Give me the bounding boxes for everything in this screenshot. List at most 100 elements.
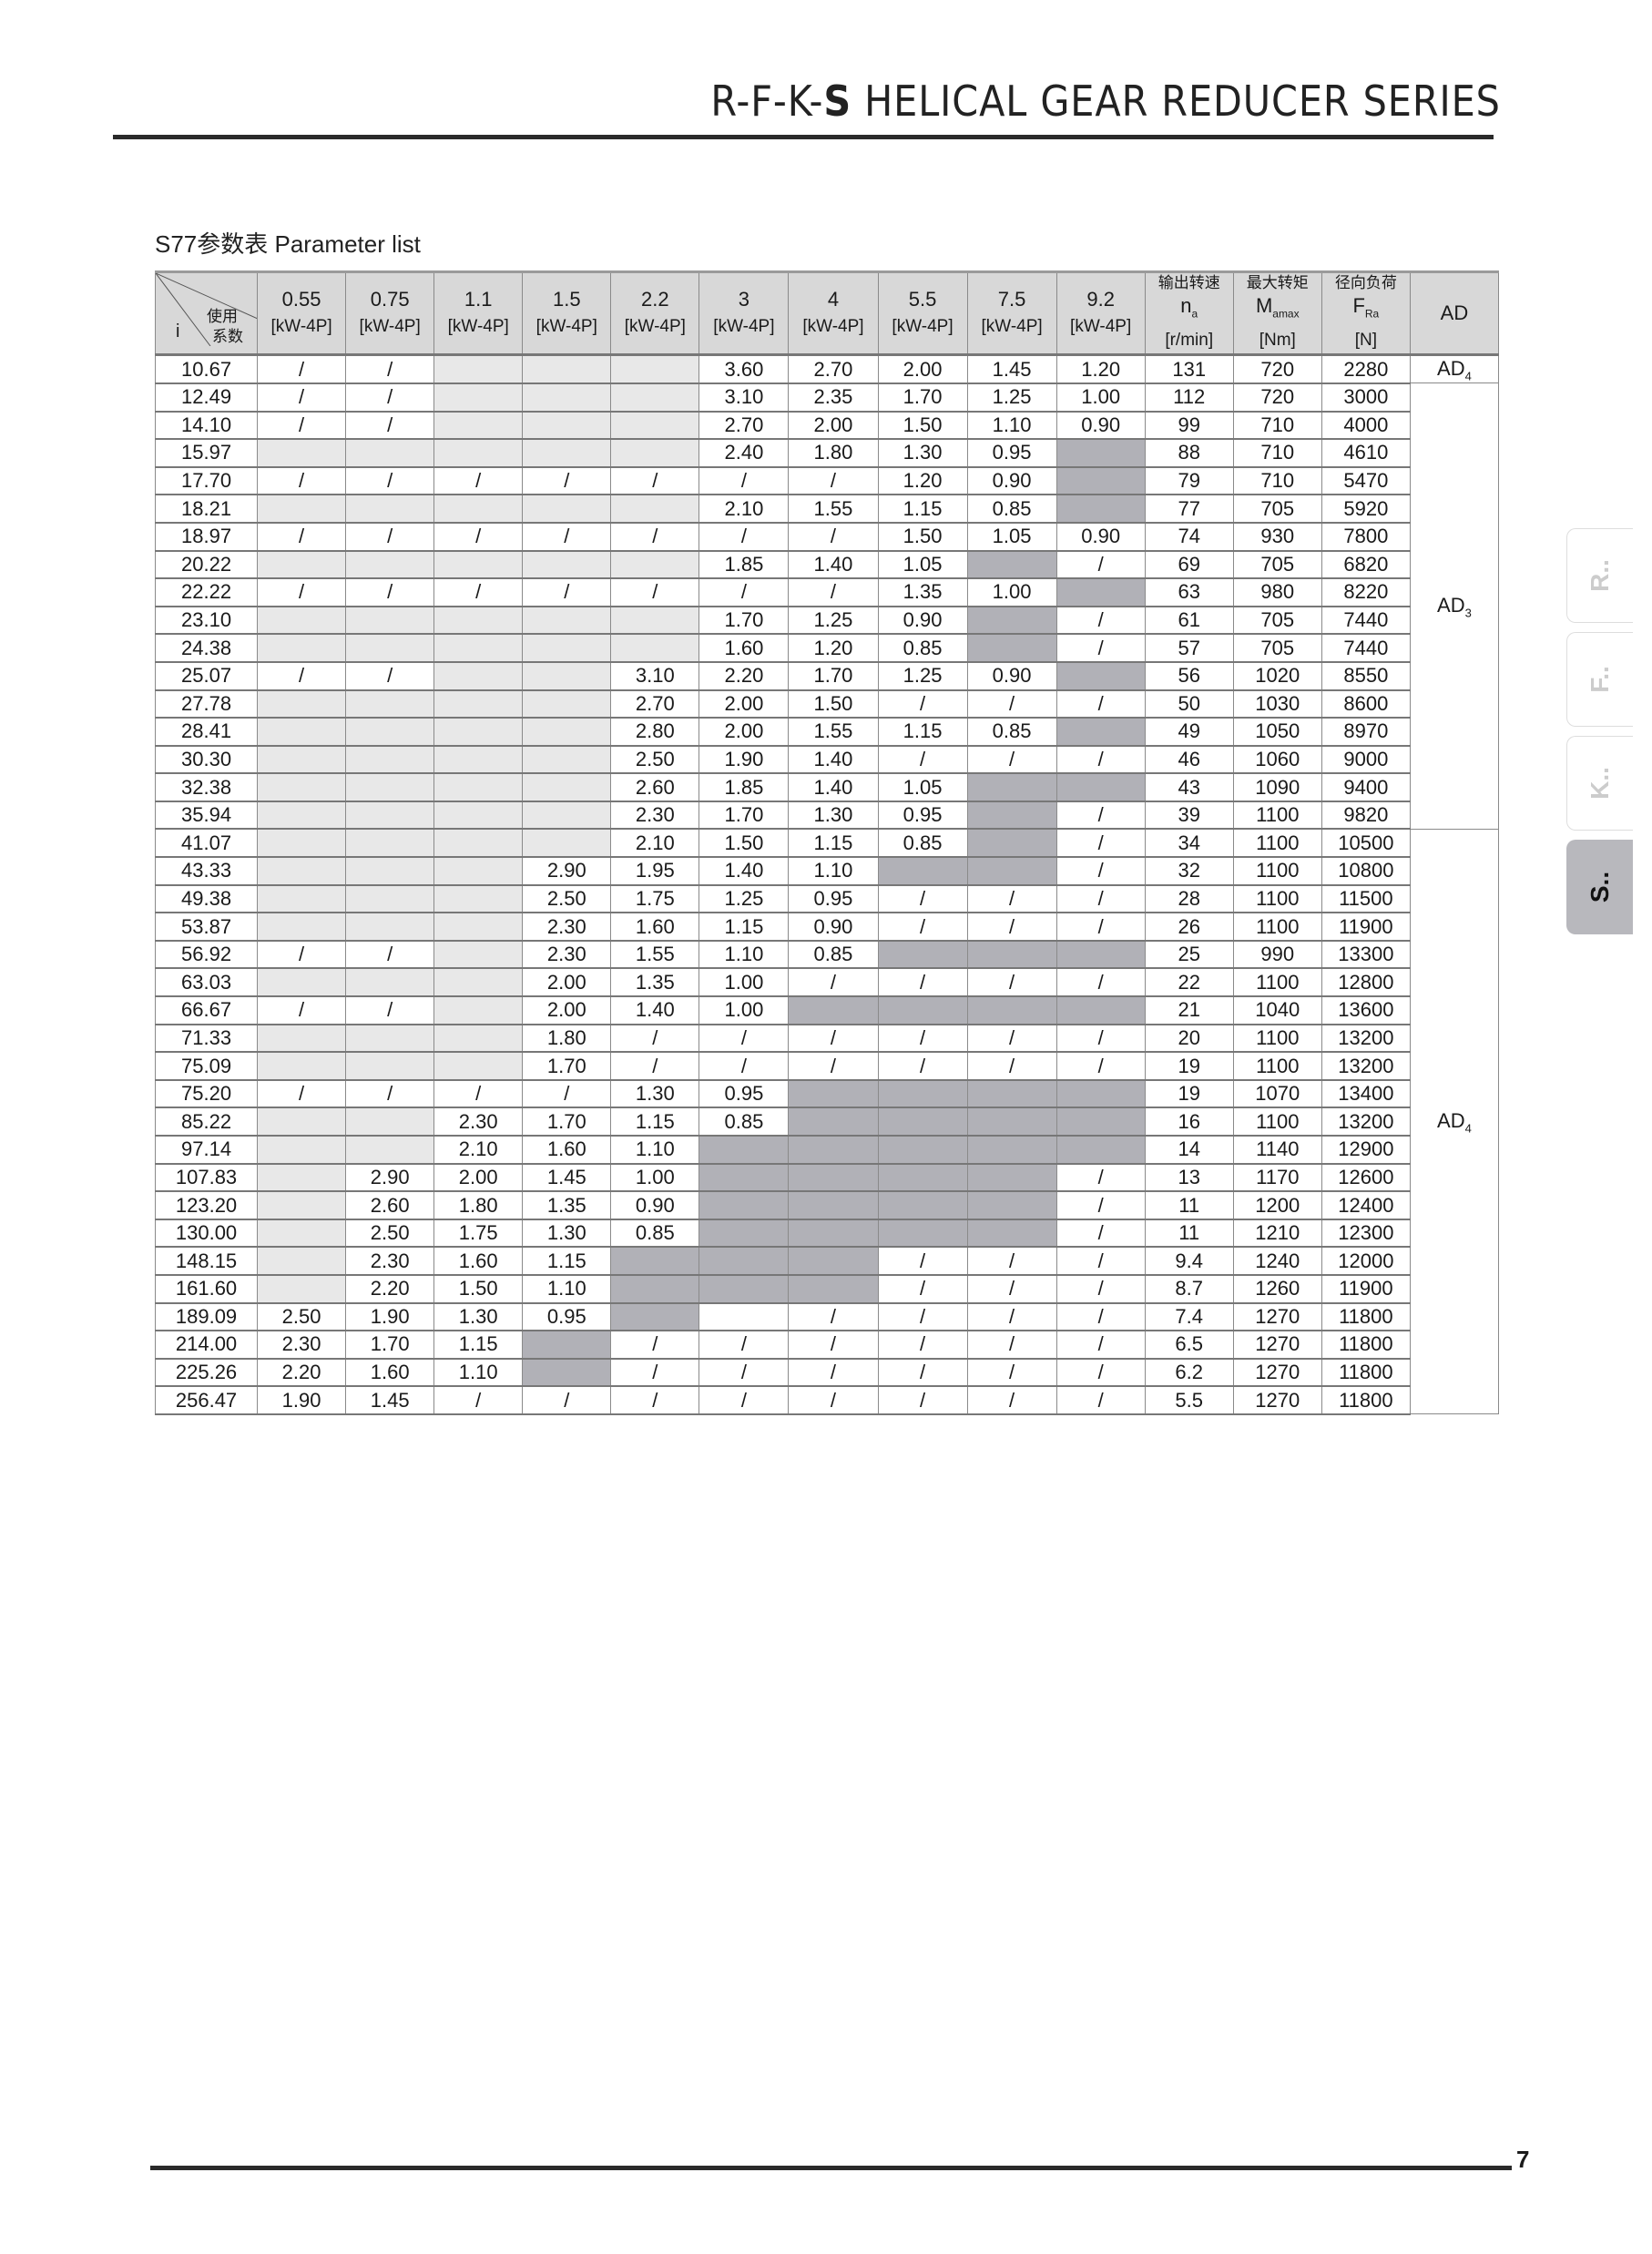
max-torque-cell: 1240	[1232, 1246, 1322, 1276]
service-factor-cell: 2.80	[610, 717, 700, 747]
shaded-empty-cell	[522, 828, 612, 859]
ratio-cell: 32.38	[154, 772, 259, 802]
shaded-empty-cell	[345, 967, 435, 998]
table-row: 63.03 2.00 1.35 1.00// //22 1100 12800	[154, 967, 1499, 998]
radial-load-cell: 7440	[1321, 633, 1411, 663]
shaded-empty-cell	[522, 411, 612, 441]
output-speed-cell: 112	[1144, 382, 1234, 413]
shaded-empty-cell	[345, 550, 435, 580]
service-factor-cell: 1.95	[610, 856, 700, 886]
max-torque-cell: 1270	[1232, 1358, 1322, 1388]
shaded-empty-cell	[966, 1079, 1057, 1109]
ratio-cell: 12.49	[154, 382, 259, 413]
ratio-cell: 25.07	[154, 661, 259, 691]
service-factor-cell: 1.40	[788, 745, 879, 775]
service-factor-cell: /	[257, 411, 347, 441]
footer-divider	[150, 2166, 1512, 2170]
service-factor-cell: /	[877, 967, 968, 998]
shaded-empty-cell	[877, 1107, 968, 1137]
shaded-empty-cell	[877, 1135, 968, 1165]
output-speed-cell: 43	[1144, 772, 1234, 802]
shaded-empty-cell	[433, 884, 524, 914]
service-factor-cell: 1.00	[699, 967, 790, 998]
shaded-empty-cell	[966, 1135, 1057, 1165]
service-factor-cell: 3.10	[699, 382, 790, 413]
shaded-empty-cell	[522, 689, 612, 719]
service-factor-cell: /	[1055, 1330, 1146, 1360]
output-speed-cell: 21	[1144, 995, 1234, 1025]
side-tab-f[interactable]: F..	[1566, 632, 1633, 727]
ad-label: AD	[1437, 356, 1465, 380]
shaded-empty-cell	[788, 1246, 879, 1276]
service-factor-cell: /	[966, 1024, 1057, 1054]
max-torque-cell: 1100	[1232, 856, 1322, 886]
power-unit: [kW-4P]	[713, 317, 775, 337]
max-torque-cell: 1170	[1232, 1163, 1322, 1193]
shaded-empty-cell	[257, 912, 347, 942]
column-symbol: n	[1180, 294, 1192, 317]
side-tab-k[interactable]: K..	[1566, 736, 1633, 831]
service-factor-cell: /	[699, 1024, 790, 1054]
shaded-empty-cell	[345, 494, 435, 524]
shaded-empty-cell	[522, 354, 612, 384]
side-tab-s[interactable]: S..	[1566, 840, 1633, 934]
shaded-empty-cell	[1055, 940, 1146, 970]
service-factor-cell: /	[257, 661, 347, 691]
service-factor-cell: /	[1055, 606, 1146, 636]
service-factor-cell: 0.85	[966, 494, 1057, 524]
shaded-empty-cell	[610, 494, 700, 524]
max-torque-cell: 1270	[1232, 1330, 1322, 1360]
radial-load-cell: 4610	[1321, 438, 1411, 468]
service-factor-cell: 1.10	[433, 1358, 524, 1388]
service-factor-cell: 1.60	[610, 912, 700, 942]
table-row: 56.92//2.30 1.55 1.10 0.85 25 990 13300	[154, 940, 1499, 970]
corner-header: 使用 系数 i	[154, 270, 259, 357]
ratio-cell: 214.00	[154, 1330, 259, 1360]
empty-cell	[699, 1302, 790, 1332]
service-factor-cell: 1.10	[966, 411, 1057, 441]
side-tab-r[interactable]: R..	[1566, 528, 1633, 623]
power-unit: [kW-4P]	[270, 317, 332, 337]
service-factor-cell: 2.00	[699, 689, 790, 719]
shaded-empty-cell	[433, 940, 524, 970]
ratio-cell: 18.21	[154, 494, 259, 524]
radial-load-cell: 12900	[1321, 1135, 1411, 1165]
service-factor-cell: 1.70	[699, 801, 790, 831]
shaded-empty-cell	[1055, 1079, 1146, 1109]
power-column-header: 7.5 [kW-4P]	[966, 270, 1057, 357]
shaded-empty-cell	[257, 606, 347, 636]
table-title: S77参数表 Parameter list	[155, 230, 421, 258]
column-symbol-sub: Ra	[1364, 307, 1380, 321]
output-speed-cell: 28	[1144, 884, 1234, 914]
radial-load-cell: 12600	[1321, 1163, 1411, 1193]
output-column-header: 径向负荷 FRa [N]	[1321, 270, 1411, 357]
shaded-empty-cell	[257, 550, 347, 580]
max-torque-cell: 1100	[1232, 967, 1322, 998]
ratio-cell: 49.38	[154, 884, 259, 914]
service-factor-cell: 1.30	[433, 1302, 524, 1332]
ratio-cell: 43.33	[154, 856, 259, 886]
service-factor-cell: 1.25	[966, 382, 1057, 413]
radial-load-cell: 8220	[1321, 577, 1411, 607]
shaded-empty-cell	[345, 884, 435, 914]
output-speed-cell: 50	[1144, 689, 1234, 719]
service-factor-cell: 1.15	[877, 494, 968, 524]
shaded-empty-cell	[610, 354, 700, 384]
shaded-empty-cell	[433, 438, 524, 468]
max-torque-cell: 710	[1232, 466, 1322, 496]
shaded-empty-cell	[610, 606, 700, 636]
service-factor-cell: 1.40	[788, 772, 879, 802]
service-factor-cell: /	[877, 1051, 968, 1081]
service-factor-cell: 1.60	[433, 1246, 524, 1276]
table-header-row: 使用 系数 i 0.55 [kW-4P] 0.75 [kW-4P] 1.1 [kW-4P] 1.5…	[154, 270, 1500, 357]
radial-load-cell: 13300	[1321, 940, 1411, 970]
shaded-empty-cell	[966, 1219, 1057, 1249]
shaded-empty-cell	[966, 1107, 1057, 1137]
shaded-empty-cell	[699, 1163, 790, 1193]
table-row: 41.07 2.10 1.50 1.15 0.85/34 1100 10500 AD4	[154, 828, 1500, 1415]
service-factor-cell: /	[522, 1079, 612, 1109]
radial-load-cell: 7440	[1321, 606, 1411, 636]
ratio-cell: 10.67	[154, 354, 259, 384]
service-factor-cell: /	[788, 577, 879, 607]
service-factor-cell: /	[610, 1051, 700, 1081]
